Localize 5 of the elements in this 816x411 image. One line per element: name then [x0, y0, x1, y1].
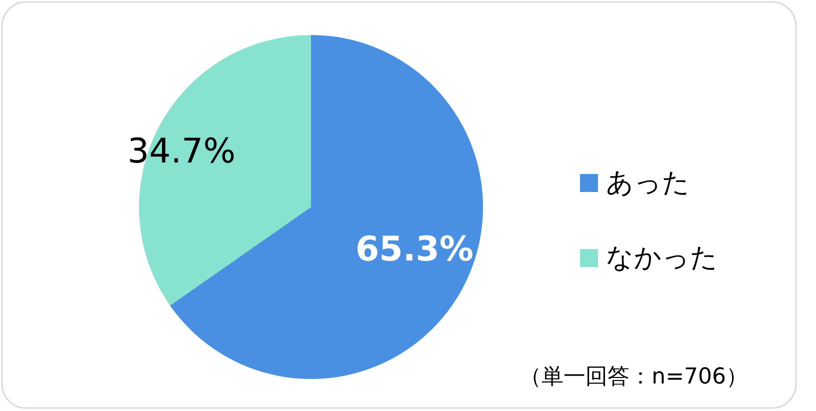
data-label: 65.3% — [356, 230, 474, 270]
data-label: 34.7% — [127, 131, 236, 172]
legend-label: あった — [606, 168, 690, 198]
text: （単一回答：n=706） — [520, 364, 748, 390]
legend-label: なかった — [606, 242, 718, 274]
